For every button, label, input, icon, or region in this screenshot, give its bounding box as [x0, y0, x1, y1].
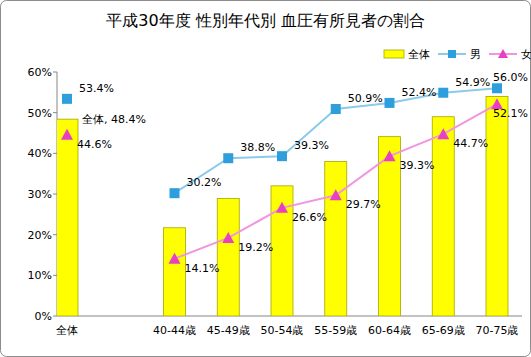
- marker: [170, 188, 180, 198]
- marker: [384, 150, 396, 161]
- data-label: 29.7%: [346, 198, 381, 211]
- y-tick: [53, 194, 57, 195]
- marker: [330, 189, 342, 200]
- chart-frame: [1, 1, 531, 357]
- bar: [57, 119, 78, 316]
- marker: [61, 129, 73, 140]
- bar: [217, 198, 239, 316]
- data-label: 30.2%: [187, 176, 222, 189]
- data-label: 44.7%: [453, 137, 488, 150]
- y-tick-label: 40%: [28, 147, 52, 160]
- y-tick-label: 10%: [28, 269, 52, 282]
- bar: [486, 96, 508, 316]
- data-label: 19.2%: [238, 241, 273, 254]
- y-tick: [53, 234, 57, 235]
- marker: [492, 83, 502, 93]
- legend-marker-shape: [498, 49, 508, 58]
- marker: [62, 94, 72, 104]
- line: [175, 104, 498, 259]
- y-tick: [53, 316, 57, 317]
- bar: [432, 117, 454, 316]
- marker: [331, 104, 341, 114]
- y-tick-label: 0%: [35, 310, 52, 323]
- title: 平成30年度 性別年代別 血圧有所見者の割合: [106, 11, 425, 30]
- x-tick-label: 50-54歳: [261, 324, 304, 337]
- marker: [223, 153, 233, 163]
- legend-marker-shape: [448, 50, 456, 58]
- x-tick-label: 65-69歳: [422, 324, 465, 337]
- marker: [277, 151, 287, 161]
- x-tick-label: 45-49歳: [207, 324, 250, 337]
- y-tick-label: 20%: [28, 229, 52, 242]
- data-labels: 全体, 48.4% 53.4% 30.2% 38.8% 39.3% 50.9% 52.4% 5…: [77, 71, 528, 274]
- marker: [276, 202, 288, 213]
- data-label: 56.0%: [493, 71, 528, 84]
- data-label: 38.8%: [240, 141, 275, 154]
- data-label: 52.1%: [493, 107, 528, 120]
- legend-marker: [498, 49, 508, 58]
- legend-swatch: [384, 50, 404, 58]
- data-label: 44.6%: [77, 138, 112, 151]
- legend-label: 全体: [408, 48, 430, 61]
- marker: [437, 128, 449, 139]
- x-tick-label: 全体: [56, 324, 78, 337]
- data-label: 52.4%: [402, 86, 437, 99]
- marker: [438, 88, 448, 98]
- marks: [57, 83, 508, 316]
- legend: 全体 男 女: [384, 48, 531, 61]
- y-tick: [53, 153, 57, 154]
- chart: 平成30年度 性別年代別 血圧有所見者の割合 0% 10% 20% 30% 40% 50% 6…: [0, 0, 531, 357]
- bar: [325, 161, 347, 316]
- y-tick-label: 60%: [28, 66, 52, 79]
- data-label: 全体, 48.4%: [82, 113, 146, 126]
- bar: [164, 228, 186, 316]
- legend-marker: [448, 50, 456, 58]
- marker: [222, 232, 234, 243]
- data-label: 53.4%: [79, 82, 114, 95]
- data-label: 14.1%: [185, 262, 220, 275]
- y-tick-label: 30%: [28, 188, 52, 201]
- y-tick: [53, 275, 57, 276]
- y-tick-label: 50%: [28, 107, 52, 120]
- data-label: 26.6%: [292, 211, 327, 224]
- x-tick-label: 40-44歳: [153, 324, 196, 337]
- data-label: 50.9%: [348, 92, 383, 105]
- y-tick: [53, 72, 57, 73]
- legend-label: 女: [521, 48, 531, 61]
- bar: [379, 137, 401, 316]
- x-tick-label: 55-59歳: [314, 324, 357, 337]
- data-label: 39.3%: [294, 139, 329, 152]
- legend-label: 男: [470, 48, 481, 61]
- x-tick-label: 60-64歳: [368, 324, 411, 337]
- marker: [169, 253, 181, 264]
- y-tick: [53, 112, 57, 113]
- line: [175, 88, 498, 193]
- marker: [385, 98, 395, 108]
- data-label: 54.9%: [455, 76, 490, 89]
- x-tick-label: 70-75歳: [476, 324, 519, 337]
- data-label: 39.3%: [400, 159, 435, 172]
